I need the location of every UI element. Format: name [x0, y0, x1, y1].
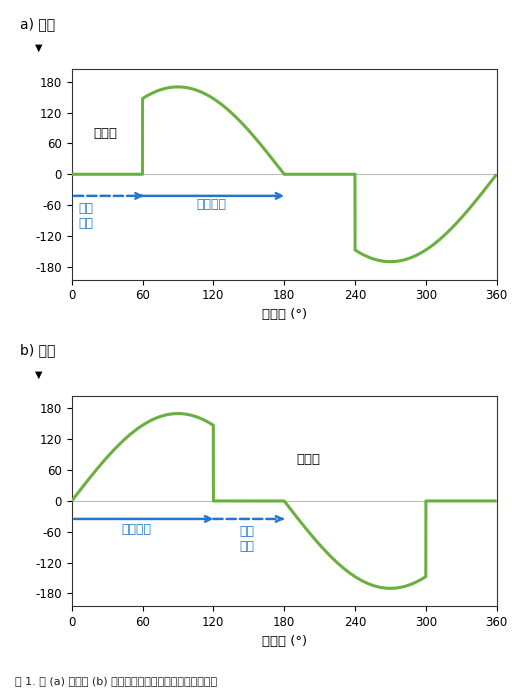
- Text: ▼: ▼: [35, 43, 42, 53]
- Text: ▼: ▼: [35, 369, 42, 380]
- X-axis label: 相位角 (°): 相位角 (°): [262, 635, 307, 648]
- Text: 触发角: 触发角: [93, 127, 117, 140]
- Text: 关闭
时间: 关闭 时间: [239, 525, 254, 553]
- Text: 导通周期: 导通周期: [122, 523, 152, 536]
- Text: 图 1. 由 (a) 前沿和 (b) 后沿切相调光器产生的典型波形图。: 图 1. 由 (a) 前沿和 (b) 后沿切相调光器产生的典型波形图。: [15, 675, 218, 686]
- Text: b) 电压: b) 电压: [20, 344, 56, 358]
- Text: 关闭
时间: 关闭 时间: [79, 202, 94, 230]
- Text: a) 电压: a) 电压: [20, 17, 56, 31]
- Text: 导通周期: 导通周期: [196, 198, 226, 212]
- Text: 触发角: 触发角: [296, 453, 320, 466]
- X-axis label: 相位角 (°): 相位角 (°): [262, 308, 307, 321]
